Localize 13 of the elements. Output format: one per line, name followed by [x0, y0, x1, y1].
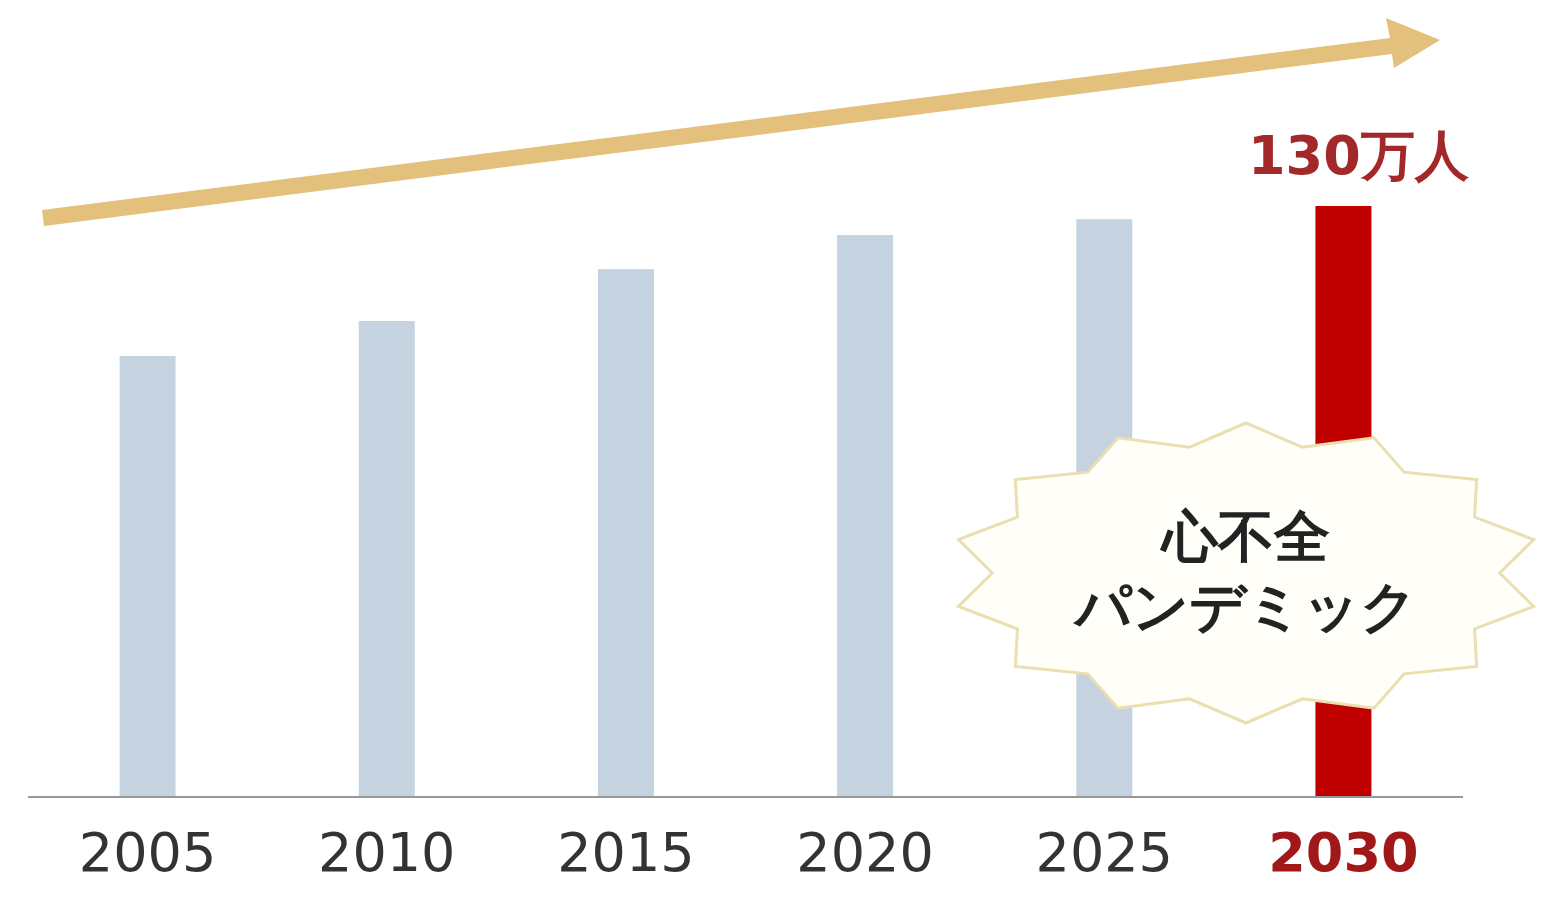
- data-label: 130万人: [1248, 124, 1469, 187]
- bar: [837, 235, 894, 797]
- x-tick-label: 2010: [318, 821, 456, 884]
- x-tick-label: 2030: [1268, 821, 1419, 884]
- bar: [358, 321, 415, 797]
- x-tick-label: 2005: [78, 821, 217, 884]
- x-tick-label: 2020: [796, 821, 934, 884]
- annotation: パンデミック: [1072, 574, 1417, 639]
- annotation: 心不全: [1159, 504, 1330, 569]
- x-tick-label: 2025: [1035, 821, 1173, 884]
- x-tick-label: 2015: [557, 821, 695, 884]
- bar: [119, 356, 176, 797]
- bar: [597, 269, 654, 797]
